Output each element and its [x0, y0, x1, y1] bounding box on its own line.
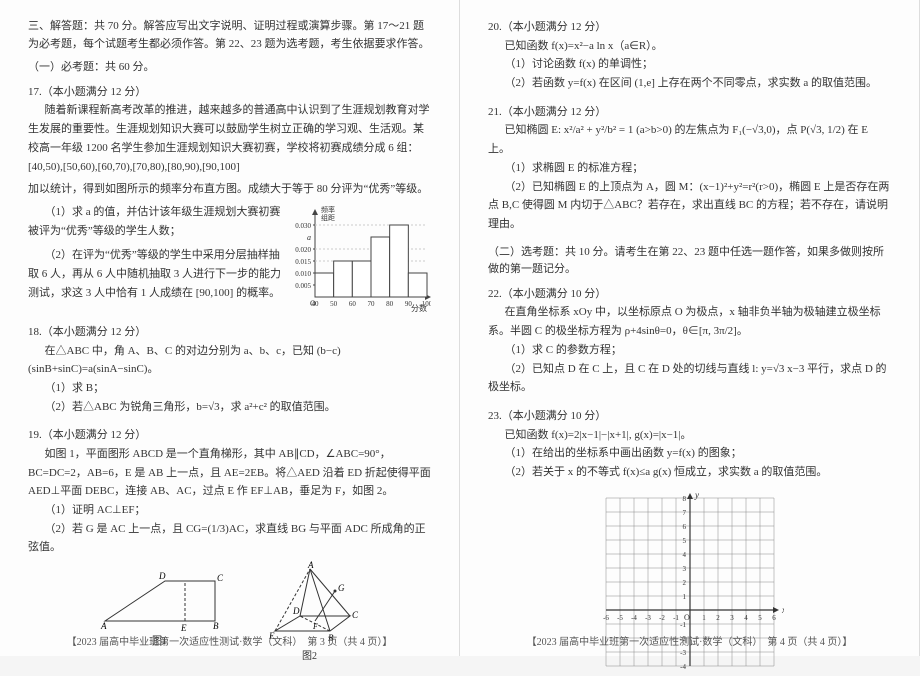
page-4: 20.（本小题满分 12 分） 已知函数 f(x)=x²−a ln x（a∈R）… — [460, 0, 920, 656]
p17-para1: 随着新课程新高考改革的推进，越来越多的普通高中认识到了生涯规划教育对学生发展的重… — [28, 101, 431, 176]
svg-text:80: 80 — [386, 300, 394, 308]
problem-17-head: 17.（本小题满分 12 分） — [28, 83, 431, 102]
svg-text:A: A — [100, 621, 107, 631]
p17-q2: （2）在评为“优秀”等级的学生中采用分层抽样抽取 6 人，再从 6 人中随机抽取… — [28, 246, 281, 302]
svg-text:D: D — [158, 571, 166, 581]
problem-20: 20.（本小题满分 12 分） 已知函数 f(x)=x²−a ln x（a∈R）… — [488, 18, 891, 93]
svg-text:70: 70 — [368, 300, 376, 308]
p17-para2: 加以统计，得到如图所示的频率分布直方图。成绩大于等于 80 分评为“优秀”等级。 — [28, 180, 431, 199]
svg-text:O: O — [310, 299, 316, 308]
problem-19-head: 19.（本小题满分 12 分） — [28, 426, 431, 445]
svg-text:F: F — [312, 622, 318, 631]
svg-text:6: 6 — [772, 614, 776, 622]
problem-22: 22.（本小题满分 10 分） 在直角坐标系 xOy 中，以坐标原点 O 为极点… — [488, 285, 891, 397]
svg-text:A: A — [307, 561, 314, 570]
svg-text:6: 6 — [682, 523, 686, 531]
p19-para: 如图 1，平面图形 ABCD 是一个直角梯形，其中 AB∥CD，∠ABC=90°… — [28, 445, 431, 501]
subsection-2: （二）选考题：共 10 分。请考生在第 22、23 题中任选一题作答，如果多做则… — [488, 244, 891, 279]
svg-text:4: 4 — [682, 551, 686, 559]
svg-text:-4: -4 — [680, 663, 686, 671]
svg-text:0.005: 0.005 — [295, 282, 311, 290]
svg-text:分数: 分数 — [411, 303, 427, 313]
svg-text:2: 2 — [682, 579, 686, 587]
svg-text:y: y — [694, 490, 699, 500]
svg-text:-3: -3 — [680, 649, 686, 657]
p17-q1: （1）求 a 的值，并估计该年级生涯规划大赛初赛被评为“优秀”等级的学生人数； — [28, 203, 281, 240]
p22-q1: （1）求 C 的参数方程； — [488, 341, 891, 360]
svg-text:a: a — [307, 233, 311, 242]
p22-para: 在直角坐标系 xOy 中，以坐标原点 O 为极点，x 轴非负半轴为极轴建立极坐标… — [488, 303, 891, 340]
svg-text:0.015: 0.015 — [295, 258, 311, 266]
svg-text:C: C — [217, 573, 224, 583]
p21-q1: （1）求椭圆 E 的标准方程； — [488, 159, 891, 178]
svg-text:50: 50 — [330, 300, 338, 308]
p22-q2: （2）已知点 D 在 C 上，且 C 在 D 处的切线与直线 l: y=√3 x… — [488, 360, 891, 397]
problem-23-head: 23.（本小题满分 10 分） — [488, 407, 891, 426]
subsection-1: （一）必考题：共 60 分。 — [28, 59, 431, 77]
svg-text:0.020: 0.020 — [295, 246, 311, 254]
svg-text:3: 3 — [730, 614, 734, 622]
svg-text:-3: -3 — [645, 614, 651, 622]
svg-text:B: B — [213, 621, 219, 631]
page-3: 三、解答题：共 70 分。解答应写出文字说明、证明过程或演算步骤。第 17～21… — [0, 0, 460, 656]
svg-text:5: 5 — [758, 614, 762, 622]
p21-q2: （2）已知椭圆 E 的上顶点为 A，圆 M：(x−1)²+y²=r²(r>0)，… — [488, 178, 891, 234]
svg-text:G: G — [338, 583, 345, 593]
svg-text:3: 3 — [682, 565, 686, 573]
problem-21-head: 21.（本小题满分 12 分） — [488, 103, 891, 122]
p19-figures: A B C D E 图1 A E B C D G F 图2 — [28, 561, 431, 665]
p23-q2: （2）若关于 x 的不等式 f(x)≤a g(x) 恒成立，求实数 a 的取值范… — [488, 463, 891, 482]
svg-text:组距: 组距 — [321, 213, 335, 222]
svg-text:0.010: 0.010 — [295, 270, 311, 278]
p20-q1: （1）讨论函数 f(x) 的单调性； — [488, 55, 891, 74]
p18-given: 在△ABC 中，角 A、B、C 的对边分别为 a、b、c，已知 (b−c)(si… — [28, 342, 431, 379]
svg-text:5: 5 — [682, 537, 686, 545]
p19-q1: （1）证明 AC⊥EF； — [28, 501, 431, 520]
problem-18: 18.（本小题满分 12 分） 在△ABC 中，角 A、B、C 的对边分别为 a… — [28, 323, 431, 416]
p20-given: 已知函数 f(x)=x²−a ln x（a∈R）。 — [488, 37, 891, 56]
svg-text:1: 1 — [682, 593, 686, 601]
svg-text:4: 4 — [744, 614, 748, 622]
svg-text:-1: -1 — [680, 621, 686, 629]
p17-histogram: 0.0050.0100.0150.0200.030a40506070809010… — [281, 203, 431, 313]
page-3-footer: 【2023 届高中毕业班第一次适应性测试·数学（文科） 第 3 页（共 4 页）… — [0, 633, 459, 648]
svg-text:-1: -1 — [673, 614, 679, 622]
svg-text:-5: -5 — [617, 614, 623, 622]
p19-q2: （2）若 G 是 AC 上一点，且 CG=(1/3)AC，求直线 BG 与平面 … — [28, 520, 431, 557]
svg-text:-4: -4 — [631, 614, 637, 622]
svg-text:x: x — [781, 605, 784, 615]
svg-text:2: 2 — [716, 614, 720, 622]
section-3-head: 三、解答题：共 70 分。解答应写出文字说明、证明过程或演算步骤。第 17～21… — [28, 18, 431, 53]
svg-text:C: C — [352, 610, 359, 620]
p21-given: 已知椭圆 E: x²/a² + y²/b² = 1 (a>b>0) 的左焦点为 … — [488, 121, 891, 158]
problem-21: 21.（本小题满分 12 分） 已知椭圆 E: x²/a² + y²/b² = … — [488, 103, 891, 234]
problem-20-head: 20.（本小题满分 12 分） — [488, 18, 891, 37]
svg-text:60: 60 — [349, 300, 357, 308]
problem-19: 19.（本小题满分 12 分） 如图 1，平面图形 ABCD 是一个直角梯形，其… — [28, 426, 431, 665]
svg-text:0.030: 0.030 — [295, 222, 311, 230]
svg-text:E: E — [180, 623, 187, 631]
p18-q2: （2）若△ABC 为锐角三角形，b=√3，求 a²+c² 的取值范围。 — [28, 398, 431, 417]
p23-q1: （1）在给出的坐标系中画出函数 y=f(x) 的图象； — [488, 444, 891, 463]
problem-18-head: 18.（本小题满分 12 分） — [28, 323, 431, 342]
svg-text:频率: 频率 — [321, 205, 335, 214]
problem-17: 17.（本小题满分 12 分） 随着新课程新高考改革的推进，越来越多的普通高中认… — [28, 83, 431, 313]
svg-text:D: D — [292, 606, 300, 616]
svg-text:-2: -2 — [659, 614, 665, 622]
p20-q2: （2）若函数 y=f(x) 在区间 (1,e] 上存在两个不同零点，求实数 a … — [488, 74, 891, 93]
p23-given: 已知函数 f(x)=2|x−1|−|x+1|, g(x)=|x−1|。 — [488, 426, 891, 445]
svg-text:O: O — [684, 613, 690, 622]
problem-22-head: 22.（本小题满分 10 分） — [488, 285, 891, 304]
svg-text:7: 7 — [682, 509, 686, 517]
svg-text:-6: -6 — [603, 614, 609, 622]
p18-q1: （1）求 B； — [28, 379, 431, 398]
svg-text:8: 8 — [682, 495, 686, 503]
page-4-footer: 【2023 届高中毕业班第一次适应性测试·数学（文科） 第 4 页（共 4 页）… — [460, 633, 919, 648]
svg-text:1: 1 — [702, 614, 706, 622]
